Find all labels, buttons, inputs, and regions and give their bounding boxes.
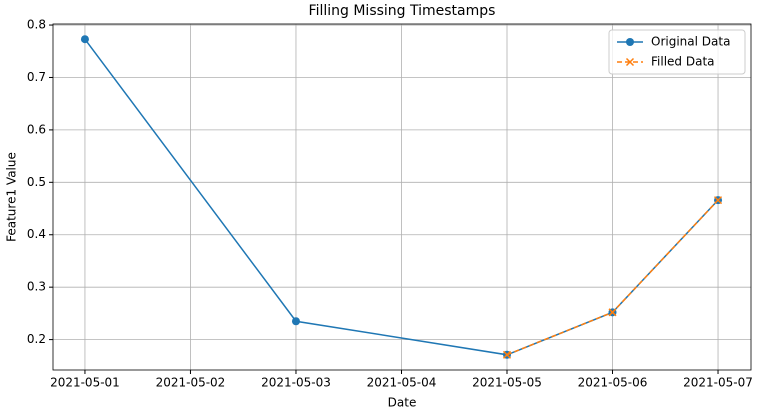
legend: Original Data Filled Data xyxy=(608,29,746,75)
x-tick-label: 2021-05-05 xyxy=(472,376,542,390)
x-tick-label: 2021-05-02 xyxy=(156,376,226,390)
marker xyxy=(713,196,723,205)
x-tick-label: 2021-05-03 xyxy=(261,376,331,390)
y-tick-label: 0.3 xyxy=(27,280,46,294)
plot-frame xyxy=(52,23,752,371)
x-tick-label: 2021-05-07 xyxy=(683,376,753,390)
legend-label: Original Data xyxy=(651,35,730,49)
marker xyxy=(625,57,635,67)
x-tick-label: 2021-05-04 xyxy=(367,376,437,390)
chart-title: Filling Missing Timestamps xyxy=(309,3,496,19)
x-tick-label: 2021-05-06 xyxy=(578,376,648,390)
legend-label: Filled Data xyxy=(651,55,715,69)
y-tick-label: 0.2 xyxy=(27,332,46,346)
marker xyxy=(291,317,300,326)
legend-box xyxy=(608,29,746,75)
y-tick-label: 0.5 xyxy=(27,175,46,189)
x-tick-label: 2021-05-01 xyxy=(50,376,120,390)
x-axis-label: Date xyxy=(388,396,417,410)
y-axis-label: Feature1 Value xyxy=(5,152,19,242)
marker xyxy=(502,350,512,359)
y-tick-label: 0.7 xyxy=(27,70,46,84)
y-tick-label: 0.8 xyxy=(27,18,46,32)
y-tick-label: 0.6 xyxy=(27,122,46,136)
y-tick-label: 0.4 xyxy=(27,227,46,241)
marker xyxy=(80,35,89,44)
marker xyxy=(626,38,634,46)
marker xyxy=(608,308,617,317)
